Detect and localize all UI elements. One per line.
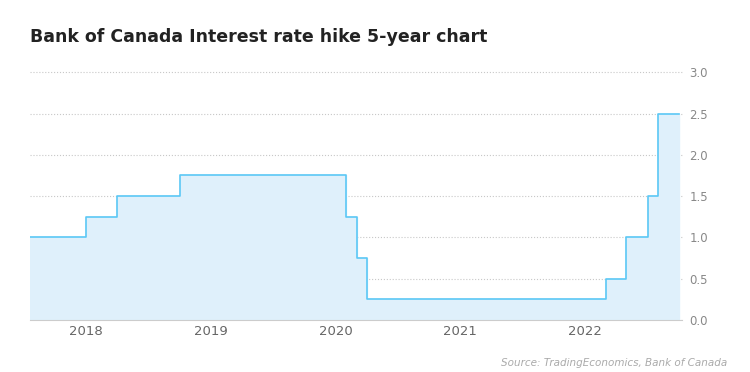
Text: Bank of Canada Interest rate hike 5-year chart: Bank of Canada Interest rate hike 5-year… — [30, 28, 488, 46]
Text: Source: TradingEconomics, Bank of Canada: Source: TradingEconomics, Bank of Canada — [501, 358, 728, 368]
